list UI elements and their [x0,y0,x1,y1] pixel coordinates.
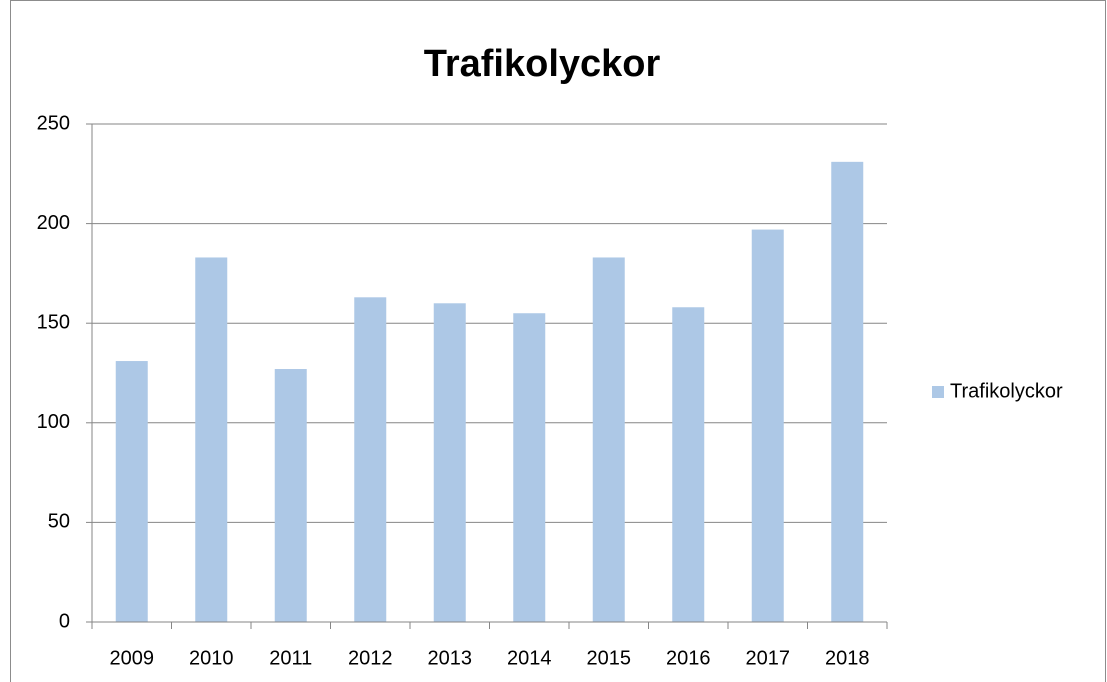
x-tick-label: 2009 [110,647,155,669]
chart-title: Trafikolyckor [424,43,661,85]
x-tick-label: 2016 [666,647,711,669]
x-tick-label: 2012 [348,647,393,669]
y-tick-label: 50 [48,511,70,533]
x-tick-label: 2018 [825,647,870,669]
bar [354,297,387,622]
bar [592,257,625,622]
legend-label: Trafikolyckor [950,380,1063,402]
x-tick-label: 2013 [428,647,473,669]
x-tick-label: 2011 [269,647,312,669]
y-tick-label: 100 [37,411,70,433]
x-tick-label: 2014 [507,647,552,669]
y-tick-label: 200 [37,212,70,234]
bar [195,257,228,622]
bar [672,307,705,622]
bar [513,313,546,622]
y-tick-label: 0 [59,610,70,632]
bar [274,369,307,622]
chart-frame [10,0,1106,682]
y-tick-label: 150 [37,311,70,333]
bar [433,303,466,622]
x-tick-label: 2010 [189,647,234,669]
y-tick-label: 250 [37,112,70,134]
bar [831,161,864,622]
bar [115,361,148,622]
x-tick-label: 2017 [746,647,791,669]
bar [751,229,784,623]
legend-swatch [932,386,944,398]
x-tick-label: 2015 [587,647,632,669]
